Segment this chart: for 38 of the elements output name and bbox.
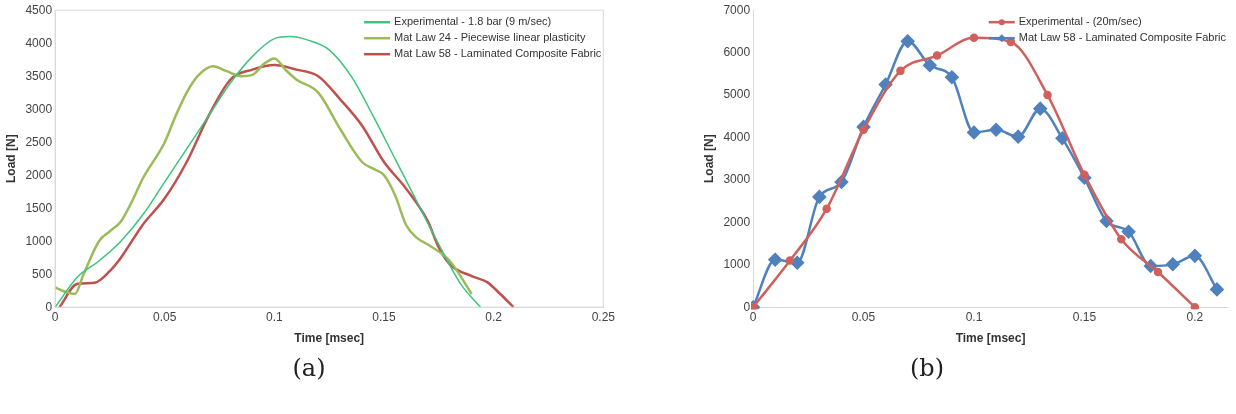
y-axis-title: Load [N]: [3, 134, 18, 184]
x-tick-label: 0.1: [965, 309, 983, 324]
y-tick-label: 0: [45, 299, 53, 314]
y-tick-label: 1500: [25, 200, 53, 215]
legend-label: Experimental - 1.8 bar (9 m/sec): [394, 15, 552, 28]
y-tick-label: 6000: [723, 44, 751, 59]
legend-label: Mat Law 24 - Piecewise linear plasticity: [394, 31, 586, 44]
x-tick-label: 0.2: [485, 309, 503, 324]
y-tick-label: 3000: [25, 101, 53, 116]
y-tick-label: 4000: [25, 35, 53, 50]
y-axis-title: Load [N]: [701, 134, 716, 184]
x-tick-label: 0.15: [1072, 309, 1097, 324]
y-tick-label: 2000: [25, 167, 53, 182]
x-tick-label: 0.15: [372, 309, 397, 324]
y-tick-label: 4500: [25, 2, 53, 17]
x-tick-label: 0.2: [1186, 309, 1204, 324]
x-tick-label: 0.05: [851, 309, 876, 324]
legend-label: Mat Law 58 - Laminated Composite Fabric: [394, 47, 602, 60]
y-tick-label: 7000: [723, 2, 751, 17]
text: (a): [291, 354, 327, 382]
y-tick-label: 2500: [25, 134, 53, 149]
legend-label: Experimental - (20m/sec): [1018, 15, 1142, 28]
x-axis-title: Time [msec]: [955, 331, 1026, 346]
y-tick-label: 1000: [25, 233, 53, 248]
y-tick-label: 3000: [723, 172, 751, 187]
y-tick-label: 3500: [25, 68, 53, 83]
x-tick-label: 0.1: [266, 309, 284, 324]
y-tick-label: 0: [743, 299, 751, 314]
y-tick-label: 5000: [723, 87, 751, 102]
y-tick-label: 1000: [723, 257, 751, 272]
y-tick-label: 4000: [723, 129, 751, 144]
y-tick-label: 500: [32, 266, 53, 281]
text: (b): [908, 354, 946, 382]
x-axis-title: Time [msec]: [294, 331, 365, 346]
y-tick-label: 2000: [723, 214, 751, 229]
x-tick-label: 0.25: [591, 309, 616, 324]
legend-label: Mat Law 58 - Laminated Composite Fabric: [1018, 31, 1227, 44]
x-tick-label: 0.05: [153, 309, 177, 324]
